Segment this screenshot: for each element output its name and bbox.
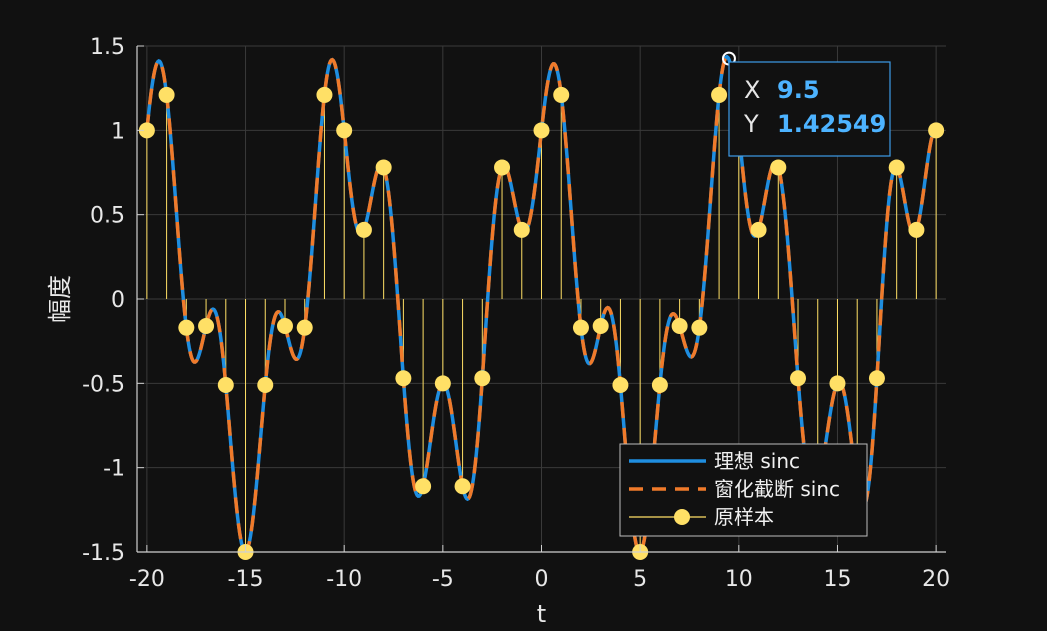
windowed-sinc-line bbox=[145, 54, 937, 554]
x-tick-label-6: 10 bbox=[725, 567, 753, 592]
x-tick-label-0: -20 bbox=[129, 567, 165, 592]
sample-point-38 bbox=[888, 159, 905, 176]
datatip-x-label: X bbox=[744, 76, 760, 104]
sample-point-3 bbox=[198, 317, 215, 334]
sample-point-4 bbox=[217, 377, 234, 394]
x-tick-labels: -20 -15 -10 -5 0 5 10 15 20 bbox=[129, 567, 950, 592]
sample-point-8 bbox=[296, 319, 313, 336]
sample-point-29 bbox=[711, 86, 728, 103]
y-tick-labels: 1.5 1 0.5 0 -0.5 -1 -1.5 bbox=[82, 35, 125, 566]
datatip-y-label: Y bbox=[743, 110, 759, 138]
legend-ideal-label: 理想 sinc bbox=[714, 449, 800, 473]
sample-point-39 bbox=[908, 221, 925, 238]
sample-point-22 bbox=[572, 319, 589, 336]
datatip-x-value: 9.5 bbox=[777, 76, 820, 104]
datatip-y-value: 1.42549 bbox=[777, 110, 886, 138]
axes bbox=[136, 45, 946, 553]
sample-point-0 bbox=[138, 122, 155, 139]
sample-point-15 bbox=[434, 375, 451, 392]
sample-point-24 bbox=[612, 377, 629, 394]
sample-point-35 bbox=[829, 375, 846, 392]
x-tick-label-7: 15 bbox=[823, 567, 851, 592]
sample-point-27 bbox=[671, 317, 688, 334]
sample-point-23 bbox=[592, 317, 609, 334]
sample-point-19 bbox=[513, 221, 530, 238]
x-tick-label-8: 20 bbox=[922, 567, 950, 592]
datatip-box bbox=[728, 61, 891, 157]
sample-point-2 bbox=[178, 319, 195, 336]
sample-point-28 bbox=[691, 319, 708, 336]
y-tick-label-5: -1 bbox=[103, 457, 125, 482]
x-tick-label-4: 0 bbox=[535, 567, 549, 592]
sample-point-32 bbox=[770, 159, 787, 176]
sample-point-26 bbox=[651, 377, 668, 394]
y-tick-label-1: 1 bbox=[111, 119, 125, 144]
sample-point-7 bbox=[276, 317, 293, 334]
y-tick-label-3: 0 bbox=[111, 288, 125, 313]
sample-point-21 bbox=[553, 86, 570, 103]
sample-point-18 bbox=[494, 159, 511, 176]
sample-point-9 bbox=[316, 86, 333, 103]
y-tick-label-4: -0.5 bbox=[82, 372, 125, 397]
x-axis-label: t bbox=[537, 600, 546, 628]
x-tick-label-1: -15 bbox=[228, 567, 264, 592]
sample-point-37 bbox=[868, 370, 885, 387]
y-tick-label-0: 1.5 bbox=[90, 35, 125, 60]
x-tick-label-5: 5 bbox=[633, 567, 647, 592]
sample-point-17 bbox=[474, 370, 491, 387]
sample-point-14 bbox=[415, 478, 432, 495]
sample-point-33 bbox=[790, 370, 807, 387]
sample-point-1 bbox=[158, 86, 175, 103]
legend[interactable]: 理想 sinc 窗化截断 sinc 原样本 bbox=[619, 443, 868, 537]
y-tick-label-6: -1.5 bbox=[82, 541, 125, 566]
sample-point-20 bbox=[533, 122, 550, 139]
x-tick-label-3: -5 bbox=[432, 567, 454, 592]
sample-point-40 bbox=[928, 122, 945, 139]
sample-point-6 bbox=[257, 377, 274, 394]
sample-point-10 bbox=[336, 122, 353, 139]
datatip[interactable]: X 9.5 Y 1.42549 bbox=[721, 51, 891, 157]
sample-point-13 bbox=[395, 370, 412, 387]
legend-samples-marker bbox=[674, 509, 690, 525]
legend-windowed-label: 窗化截断 sinc bbox=[714, 477, 840, 501]
x-tick-label-2: -10 bbox=[326, 567, 362, 592]
sample-point-12 bbox=[375, 159, 392, 176]
sample-point-11 bbox=[355, 221, 372, 238]
sample-point-16 bbox=[454, 478, 471, 495]
sample-point-31 bbox=[750, 221, 767, 238]
y-tick-label-2: 0.5 bbox=[90, 204, 125, 229]
legend-samples-label: 原样本 bbox=[714, 505, 774, 529]
y-axis-label: 幅度 bbox=[46, 275, 74, 323]
